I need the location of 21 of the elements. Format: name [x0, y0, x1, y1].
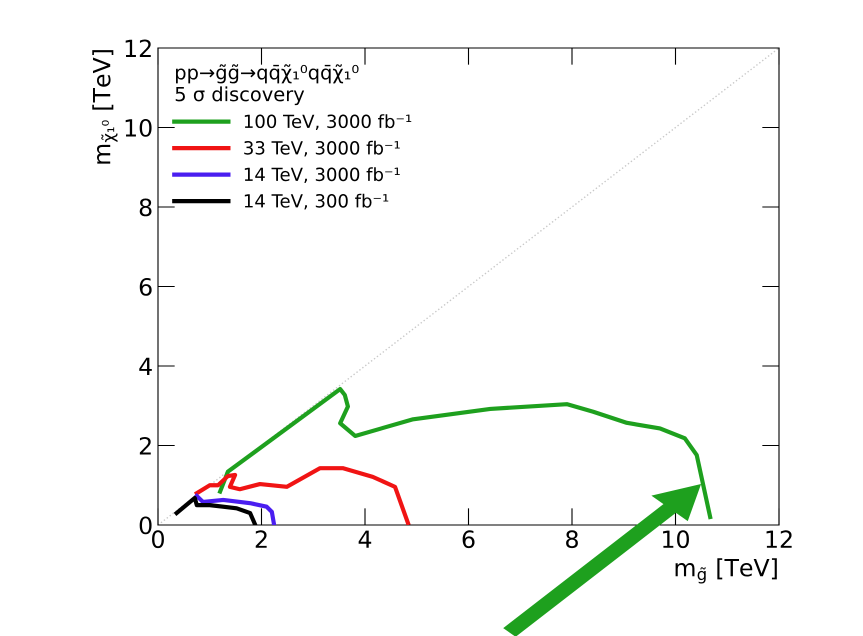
x-tick-label: 8 [566, 530, 578, 548]
y-tick-label: 12 [126, 39, 151, 57]
legend-label: 33 TeV, 3000 fb⁻¹ [244, 140, 400, 157]
y-tick-label: 2 [140, 436, 151, 454]
legend-label: 100 TeV, 3000 fb⁻¹ [244, 114, 412, 130]
y-tick-label: 4 [139, 358, 152, 375]
legend-label: 14 TeV, 3000 fb⁻¹ [244, 167, 400, 184]
x-tick-label: 12 [766, 530, 792, 548]
y-axis-title: m$_{χ̃₁⁰}$ [TeV] [92, 50, 118, 164]
legend-label: 14 TeV, 300 fb⁻¹ [244, 194, 388, 210]
x-tick-label: 0 [152, 530, 164, 548]
y-tick-label: 10 [126, 118, 152, 137]
x-tick-label: 4 [358, 530, 372, 548]
y-tick-label: 8 [140, 198, 152, 216]
y-tick-label: 6 [140, 278, 152, 296]
x-axis-title: m$_{g̃}$ [TeV] [676, 558, 777, 584]
x-tick-label: 6 [462, 530, 475, 548]
legend-title: pp→g̃g̃→qq̄χ̃₁⁰qq̄χ̃₁⁰ 5 σ discovery [176, 64, 359, 106]
x-tick-label: 10 [663, 530, 689, 548]
y-tick-label: 0 [140, 516, 152, 534]
x-tick-label: 2 [256, 530, 267, 548]
